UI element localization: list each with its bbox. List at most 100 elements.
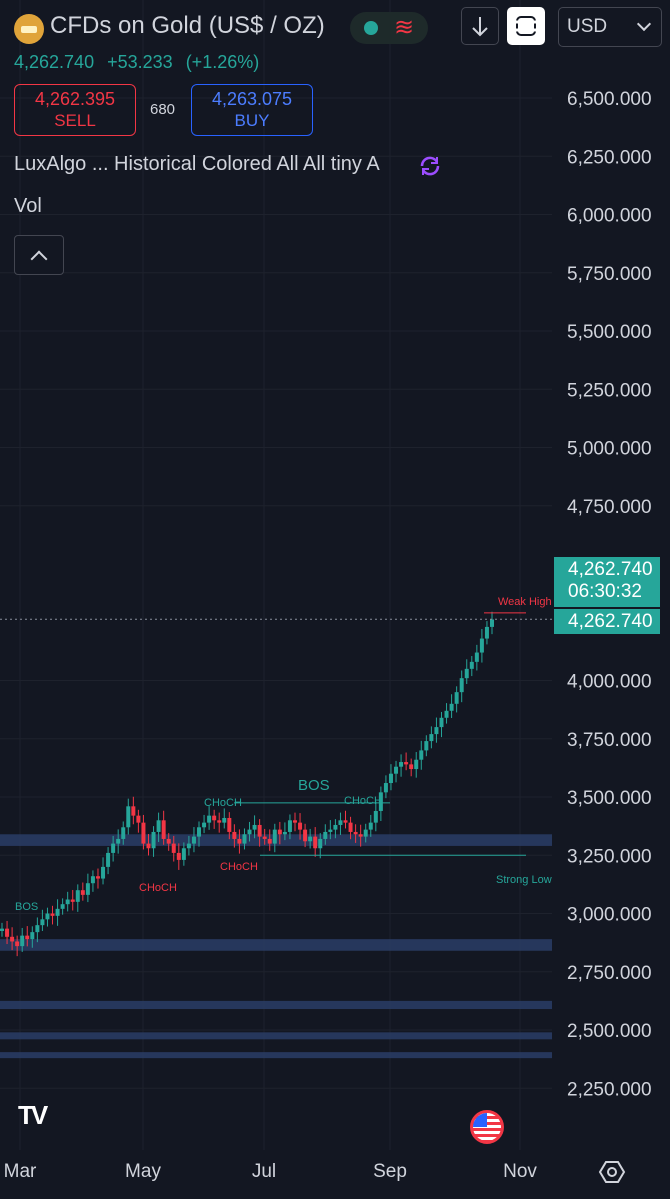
- candle-body: [303, 829, 308, 842]
- symbol-title[interactable]: CFDs on Gold (US$ / OZ): [50, 12, 325, 39]
- sell-label: SELL: [54, 111, 96, 130]
- candle-body: [10, 936, 15, 942]
- candle-body: [166, 838, 171, 844]
- candle-body: [126, 806, 131, 828]
- us-flag-icon[interactable]: [470, 1110, 504, 1144]
- y-tick-label: 2,250.000: [567, 1079, 652, 1100]
- candle-body: [373, 810, 378, 823]
- candle-body: [136, 815, 141, 823]
- order-block-zone: [0, 1032, 552, 1040]
- candle-body: [318, 838, 323, 849]
- buy-label: BUY: [234, 111, 270, 130]
- candle-body: [378, 792, 383, 811]
- candle-body: [409, 764, 414, 770]
- candle-body: [197, 827, 202, 837]
- sell-button[interactable]: 4,262.395 SELL: [14, 84, 136, 136]
- last-price: 4,262.740: [14, 52, 95, 72]
- candle-body: [444, 710, 449, 718]
- currency-select[interactable]: USD: [558, 7, 662, 47]
- y-tick-label: 3,000.000: [567, 905, 652, 926]
- chevron-down-icon: [636, 16, 652, 32]
- candle-body: [434, 727, 439, 735]
- candle-body: [313, 836, 318, 849]
- candle-body: [156, 820, 161, 832]
- y-tick-label: 3,500.000: [567, 788, 652, 809]
- collapse-legend-button[interactable]: [14, 235, 64, 275]
- volume-legend[interactable]: Vol: [14, 195, 42, 217]
- structure-label: BOS: [15, 901, 38, 913]
- price-change-pct: (+1.26%): [185, 52, 260, 72]
- y-tick-label: 2,500.000: [567, 1021, 652, 1042]
- candle-body: [227, 817, 232, 832]
- arrow-down-icon: [472, 17, 488, 37]
- candle-body: [65, 899, 70, 905]
- y-tick-label: 6,250.000: [567, 147, 652, 168]
- buy-price: 4,263.075: [211, 89, 293, 109]
- current-price-tag: 4,262.740 06:30:32: [554, 557, 660, 607]
- candle-body: [388, 773, 393, 784]
- candle-body: [298, 822, 303, 830]
- candle-body: [399, 762, 404, 767]
- candle-body: [490, 619, 494, 627]
- structure-label: CHoCH: [139, 882, 177, 894]
- candle-body: [353, 831, 358, 835]
- currency-value: USD: [567, 16, 608, 37]
- sell-price: 4,262.395: [34, 89, 116, 109]
- candle-body: [459, 678, 464, 693]
- market-status-pill[interactable]: ≋: [350, 12, 428, 44]
- candle-body: [15, 941, 20, 947]
- order-block-zone: [0, 939, 552, 951]
- candle-body: [464, 668, 469, 679]
- candle-body: [75, 890, 80, 902]
- fullscreen-button[interactable]: [507, 7, 545, 45]
- candle-body: [146, 843, 151, 849]
- y-tick-label: 4,000.000: [567, 672, 652, 693]
- y-tick-label: 2,750.000: [567, 963, 652, 984]
- tradingview-logo: TV: [18, 1100, 48, 1130]
- price-line-tag: 4,262.740: [554, 609, 660, 634]
- candle-body: [101, 866, 106, 879]
- market-open-dot-icon: [364, 21, 378, 35]
- candle-body: [55, 908, 60, 916]
- candle-body: [454, 692, 459, 704]
- download-button[interactable]: [461, 7, 499, 45]
- current-price-value: 4,262.740: [568, 559, 653, 580]
- candle-body: [95, 876, 100, 879]
- y-tick-label: 5,250.000: [567, 380, 652, 401]
- candle-body: [111, 843, 116, 853]
- candle-body: [151, 831, 156, 849]
- candle-body: [333, 824, 338, 830]
- fullscreen-icon: [515, 16, 537, 36]
- candle-body: [323, 831, 328, 839]
- candle-body: [484, 626, 489, 639]
- candle-body: [70, 899, 75, 902]
- x-tick-label: May: [125, 1161, 161, 1182]
- candle-body: [20, 935, 25, 947]
- candle-body: [469, 661, 474, 669]
- candle-body: [191, 836, 196, 844]
- candle-body: [60, 904, 65, 909]
- y-tick-label: 5,000.000: [567, 439, 652, 460]
- candle-body: [429, 734, 434, 742]
- candle-body: [30, 932, 35, 940]
- candle-body: [232, 831, 237, 839]
- indicator-legend[interactable]: LuxAlgo ... Historical Colored All All t…: [14, 153, 380, 175]
- structure-label: Weak High: [498, 596, 552, 608]
- buy-button[interactable]: 4,263.075 BUY: [191, 84, 313, 136]
- delayed-data-icon: ≋: [394, 14, 415, 41]
- structure-label: Strong Low: [496, 874, 552, 886]
- candle-body: [207, 815, 212, 823]
- candle-body: [222, 817, 227, 823]
- bar-countdown: 06:30:32: [568, 581, 642, 602]
- x-tick-label: Nov: [503, 1161, 537, 1182]
- candle-body: [116, 838, 121, 844]
- candle-body: [35, 925, 40, 933]
- structure-label: BOS: [298, 777, 330, 794]
- settings-icon[interactable]: [598, 1158, 626, 1186]
- candle-body: [262, 836, 267, 839]
- candle-body: [131, 806, 136, 816]
- x-tick-label: Mar: [4, 1161, 37, 1182]
- candle-body: [202, 822, 207, 828]
- candle-body: [338, 820, 343, 825]
